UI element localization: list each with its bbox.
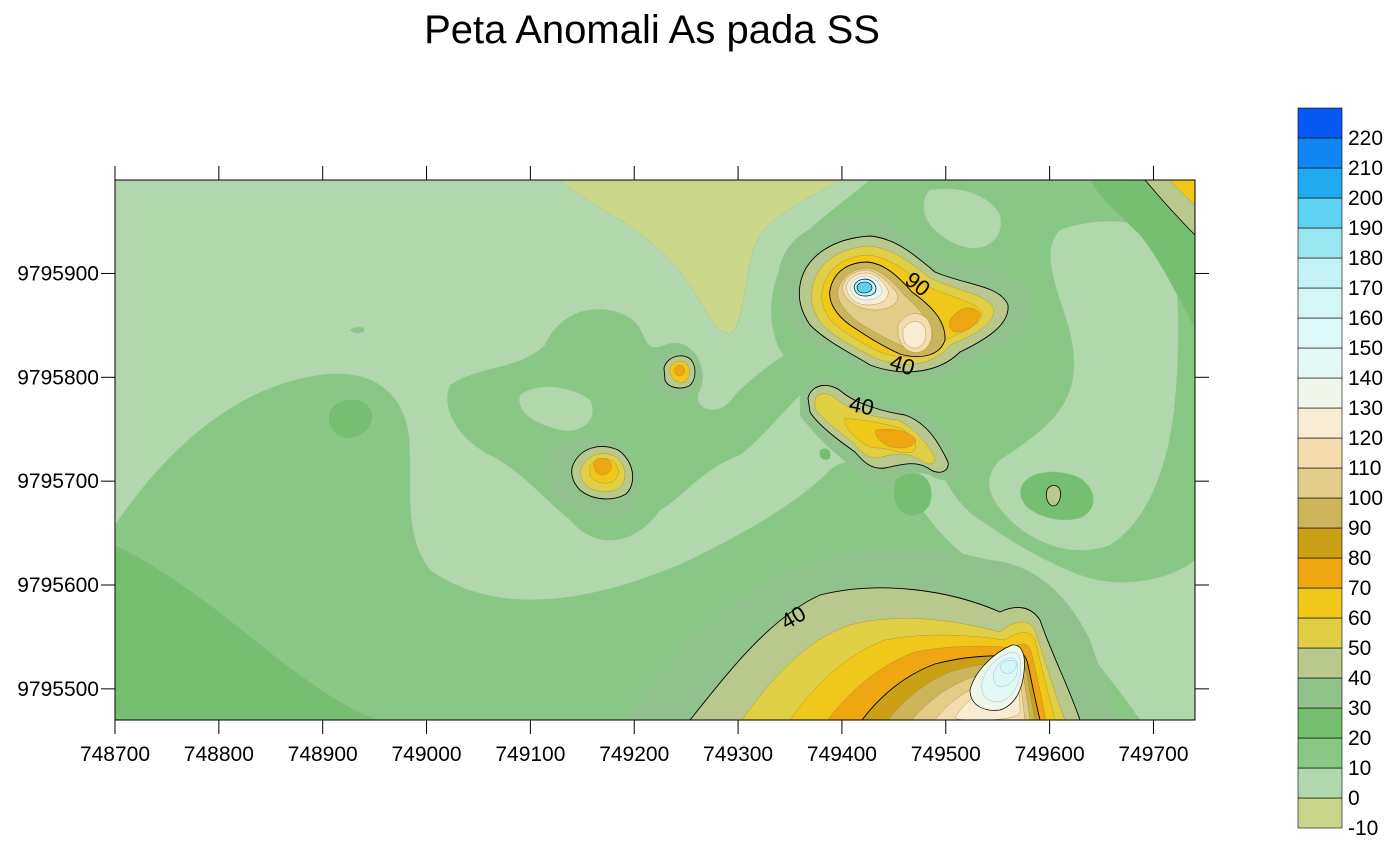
colorbar-tick-label: -10	[1348, 817, 1378, 840]
colorbar-swatch	[1297, 557, 1343, 589]
contour-band-neg10-0	[559, 180, 841, 334]
contour-band-160-170-south	[999, 660, 1017, 674]
colorbar-tick-label: 180	[1348, 247, 1383, 270]
contour-band-70-80-w2	[674, 364, 685, 377]
contour-band-60-70-corner	[1169, 180, 1195, 206]
contour-band-20-30-central	[893, 472, 932, 517]
colorbar-swatch	[1297, 377, 1343, 409]
contour-speck-west	[349, 326, 366, 334]
y-tick-label: 9795700	[17, 470, 99, 493]
contour-band-0-10-ne2	[923, 188, 1002, 249]
colorbar-tick-label: 0	[1348, 787, 1360, 810]
x-tick-label: 748800	[184, 743, 254, 766]
x-tick-label: 749300	[703, 743, 773, 766]
contour-band-40-50-east	[1045, 485, 1061, 507]
colorbar-tick-label: 10	[1348, 757, 1371, 780]
plot-frame	[114, 179, 1196, 721]
y-tick-label: 9795600	[17, 574, 99, 597]
colorbar-tick-label: 130	[1348, 397, 1383, 420]
contour-band-120-130-lobe	[902, 321, 926, 349]
y-tick-label: 9795900	[17, 262, 99, 285]
y-tick-label: 9795800	[17, 366, 99, 389]
colorbar-tick-label: 100	[1348, 487, 1383, 510]
colorbar-swatch	[1297, 647, 1343, 679]
contour-band-20-30	[115, 544, 381, 720]
colorbar-tick-label: 70	[1348, 577, 1371, 600]
x-tick-label: 749200	[599, 743, 669, 766]
colorbar-swatch	[1297, 797, 1343, 829]
colorbar-swatch	[1297, 497, 1343, 529]
colorbar-swatch	[1297, 527, 1343, 559]
contour-band-190-200-north	[856, 281, 873, 294]
colorbar-swatch	[1297, 617, 1343, 649]
colorbar-tick-label: 120	[1348, 427, 1383, 450]
contour-band-0-10-hole	[519, 386, 593, 432]
colorbar-swatch	[1297, 707, 1343, 739]
colorbar-tick-label: 110	[1348, 457, 1381, 480]
colorbar-swatch	[1297, 737, 1343, 769]
chart-title: Peta Anomali As pada SS	[424, 8, 880, 52]
colorbar-swatch	[1297, 317, 1343, 349]
contour-label: 40	[847, 391, 876, 421]
colorbar-swatch	[1297, 467, 1343, 499]
x-tick-label: 748700	[80, 743, 150, 766]
contour-band-70-80-w1	[593, 458, 612, 476]
colorbar-tick-label: 50	[1348, 637, 1371, 660]
colorbar-tick-label: 210	[1348, 157, 1383, 180]
colorbar-tick-label: 170	[1348, 277, 1383, 300]
x-tick-label: 749700	[1118, 743, 1188, 766]
colorbar-tick-label: 140	[1348, 367, 1383, 390]
colorbar-tick-label: 80	[1348, 547, 1371, 570]
colorbar-tick-label: 30	[1348, 697, 1371, 720]
colorbar-swatch	[1297, 107, 1343, 139]
x-tick-label: 748900	[288, 743, 358, 766]
contour-band-30-40-west	[328, 398, 373, 439]
colorbar-swatch	[1297, 227, 1343, 259]
colorbar-legend: -10 0 10 20 30 40 50 60 70 80 90 100 110 120 130 140 150…	[1297, 107, 1383, 840]
colorbar-tick-label: 220	[1348, 127, 1383, 150]
colorbar-swatch	[1297, 407, 1343, 439]
axes: 748700 748800 748900 749000 749100 749200 7493…	[17, 166, 1209, 766]
colorbar-swatch	[1297, 347, 1343, 379]
contour-fill-layer	[115, 180, 1195, 720]
colorbar-tick-label: 160	[1348, 307, 1383, 330]
colorbar-tick-label: 150	[1348, 337, 1383, 360]
colorbar-tick-label: 40	[1348, 667, 1371, 690]
x-tick-label: 749600	[1015, 743, 1085, 766]
colorbar-swatch	[1297, 587, 1343, 619]
colorbar-swatch	[1297, 167, 1343, 199]
colorbar-swatch	[1297, 437, 1343, 469]
colorbar-tick-label: 20	[1348, 727, 1371, 750]
colorbar-swatch	[1297, 677, 1343, 709]
colorbar-swatch	[1297, 257, 1343, 289]
x-tick-label: 749100	[495, 743, 565, 766]
x-tick-label: 749500	[911, 743, 981, 766]
colorbar-tick-label: 200	[1348, 187, 1383, 210]
colorbar-swatch	[1297, 767, 1343, 799]
colorbar-swatch	[1297, 197, 1343, 229]
contour-band-70-80-central	[875, 429, 917, 449]
y-tick-label: 9795500	[17, 678, 99, 701]
contour-band-20-30-central2	[819, 448, 831, 461]
contour-band-70-80-east	[949, 307, 981, 333]
colorbar-tick-label: 190	[1348, 217, 1383, 240]
x-tick-label: 749400	[807, 743, 877, 766]
x-tick-label: 749000	[391, 743, 461, 766]
colorbar-tick-label: 60	[1348, 607, 1371, 630]
contour-band-20-30-ne	[1089, 180, 1195, 331]
colorbar-swatch	[1297, 137, 1343, 169]
colorbar-tick-label: 90	[1348, 517, 1371, 540]
colorbar-swatch	[1297, 287, 1343, 319]
